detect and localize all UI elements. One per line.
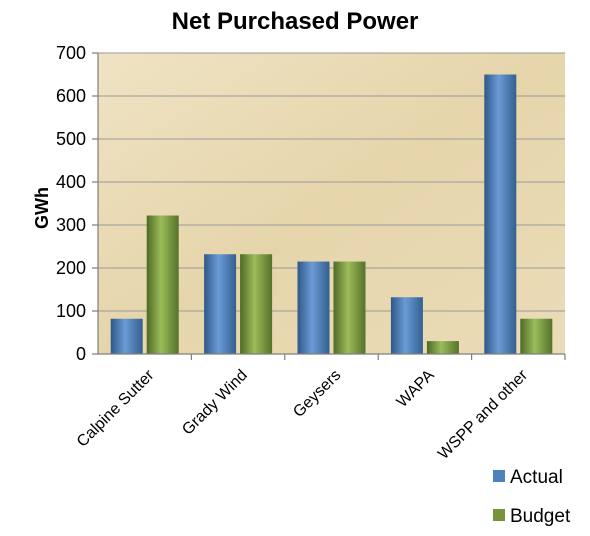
bar-actual-4 <box>484 74 517 354</box>
bar-actual-0 <box>110 318 143 354</box>
y-tick-label: 100 <box>56 301 86 321</box>
legend-swatch-actual <box>493 470 505 482</box>
chart-title: Net Purchased Power <box>171 8 419 35</box>
y-tick-label: 600 <box>56 86 86 106</box>
legend-label-actual: Actual <box>510 467 563 488</box>
legend: Actual Budget <box>493 467 571 527</box>
bar-actual-3 <box>390 297 423 354</box>
x-tick-label: Geysers <box>290 367 344 421</box>
y-tick-label: 200 <box>56 258 86 278</box>
y-tick-label: 300 <box>56 215 86 235</box>
x-tick-label: Calpine Sutter <box>74 366 158 450</box>
bar-budget-2 <box>333 261 366 354</box>
y-tick-label: 700 <box>56 43 86 63</box>
y-tick-label: 0 <box>76 344 86 364</box>
y-tick-labels: 0 100 200 300 400 500 600 700 <box>56 43 86 364</box>
bar-actual-1 <box>204 254 237 354</box>
bar-budget-0 <box>146 215 179 354</box>
bar-budget-1 <box>240 254 273 354</box>
bar-budget-3 <box>426 341 459 354</box>
legend-label-budget: Budget <box>510 506 571 527</box>
x-tick-label: WAPA <box>394 367 438 411</box>
x-tick-labels: Calpine Sutter Grady Wind Geysers WAPAWSPP … <box>74 366 532 463</box>
y-axis-label: GWh <box>32 187 52 229</box>
y-tick-label: 400 <box>56 172 86 192</box>
bar-budget-4 <box>520 318 553 354</box>
x-tick-label: Grady Wind <box>179 367 251 439</box>
axes <box>92 52 566 360</box>
bars <box>110 74 553 354</box>
bar-actual-2 <box>297 261 330 354</box>
legend-swatch-budget <box>493 509 505 521</box>
x-tick-label: WSPP and other <box>435 366 532 463</box>
y-tick-label: 500 <box>56 129 86 149</box>
